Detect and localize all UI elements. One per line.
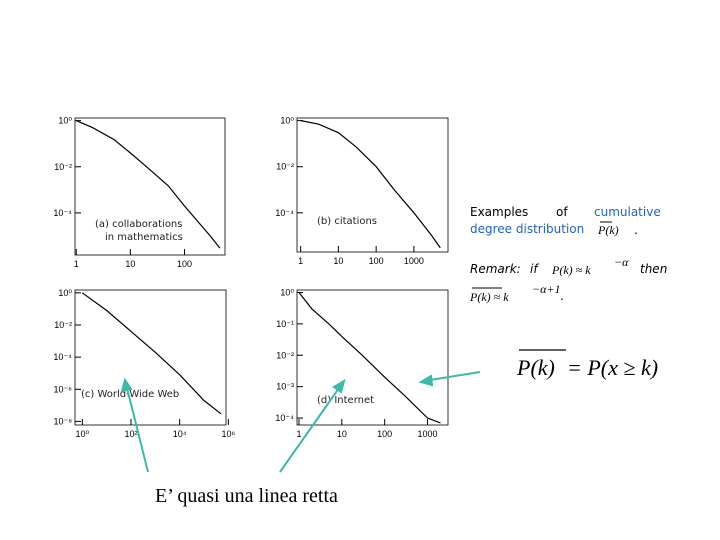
- x-tick-label: 10: [333, 256, 343, 266]
- panel-label: (b) citations: [317, 216, 377, 227]
- x-tick-label: 10⁴: [173, 429, 187, 439]
- y-tick-label: 10⁰: [280, 287, 294, 297]
- plot-frame: [74, 117, 226, 256]
- remark-formula: P(k) ≈ k: [469, 290, 509, 304]
- arrow-head: [418, 374, 434, 387]
- remark-exponent: −α: [614, 255, 629, 269]
- remark-if: if: [530, 262, 539, 276]
- y-tick-label: 10⁻⁶: [54, 384, 73, 394]
- remark-then: then: [640, 262, 667, 276]
- panel-label: in mathematics: [105, 232, 183, 243]
- x-tick-label: 1: [298, 256, 303, 266]
- y-tick-label: 10⁻⁴: [53, 208, 72, 218]
- plot-frame: [74, 289, 227, 426]
- panel-label: (d) Internet: [317, 395, 374, 406]
- y-tick-label: 10⁻²: [276, 162, 294, 172]
- note: E’ quasi una linea retta: [155, 485, 338, 507]
- arrow: [279, 387, 340, 473]
- x-tick-label: 100: [369, 256, 384, 266]
- caption-blue: degree distribution: [470, 222, 584, 236]
- remark-end: .: [560, 289, 564, 303]
- plot-frame: [296, 117, 449, 253]
- arrow: [429, 371, 481, 381]
- arrow: [126, 387, 149, 473]
- x-tick-label: 1000: [418, 429, 438, 439]
- x-tick-label: 10²: [124, 429, 137, 439]
- remark-label: Remark:: [470, 262, 521, 276]
- arrows: [120, 371, 481, 473]
- y-tick-label: 10⁻²: [54, 320, 72, 330]
- x-tick-label: 10: [337, 429, 347, 439]
- x-tick-label: 10: [125, 259, 135, 269]
- y-tick-label: 10⁰: [280, 116, 294, 126]
- y-tick-label: 10⁻⁴: [275, 208, 294, 218]
- x-tick-label: 1: [74, 259, 79, 269]
- y-tick-label: 10⁰: [58, 288, 72, 298]
- data-line: [81, 292, 222, 415]
- y-tick-label: 10⁻²: [276, 350, 294, 360]
- remark-exponent: −α+1: [532, 282, 561, 296]
- caption-blue: cumulative: [594, 205, 661, 219]
- panel-label: (c) World-Wide Web: [81, 389, 179, 400]
- x-tick-label: 10⁶: [221, 429, 235, 439]
- caption-symbol: P(k): [597, 223, 619, 237]
- y-tick-label: 10⁻¹: [276, 319, 294, 329]
- x-tick-label: 100: [377, 429, 392, 439]
- arrow-head: [120, 377, 133, 393]
- data-line: [300, 120, 441, 249]
- formula-lhs: P(k): [516, 355, 555, 380]
- plot-frame: [296, 289, 449, 426]
- x-tick-label: 100: [177, 259, 192, 269]
- formula-rhs: = P(x ≥ k): [567, 355, 658, 380]
- caption-end: .: [634, 223, 638, 237]
- caption-of: of: [556, 205, 568, 219]
- x-tick-label: 10⁰: [76, 429, 90, 439]
- y-tick-label: 10⁻³: [276, 382, 294, 392]
- caption-lead: Examples: [470, 205, 528, 219]
- y-tick-label: 10⁻²: [54, 162, 72, 172]
- x-tick-label: 1000: [404, 256, 424, 266]
- y-tick-label: 10⁻⁴: [53, 352, 72, 362]
- arrow-head: [332, 378, 346, 394]
- x-tick-label: 1: [296, 429, 301, 439]
- panel-label: (a) collaborations: [95, 219, 182, 230]
- y-tick-label: 10⁻⁴: [275, 413, 294, 423]
- remark-formula: P(k) ≈ k: [551, 263, 591, 277]
- data-line: [75, 120, 221, 249]
- y-tick-label: 10⁰: [58, 116, 72, 126]
- y-tick-label: 10⁻⁸: [53, 416, 72, 426]
- data-line: [298, 292, 441, 424]
